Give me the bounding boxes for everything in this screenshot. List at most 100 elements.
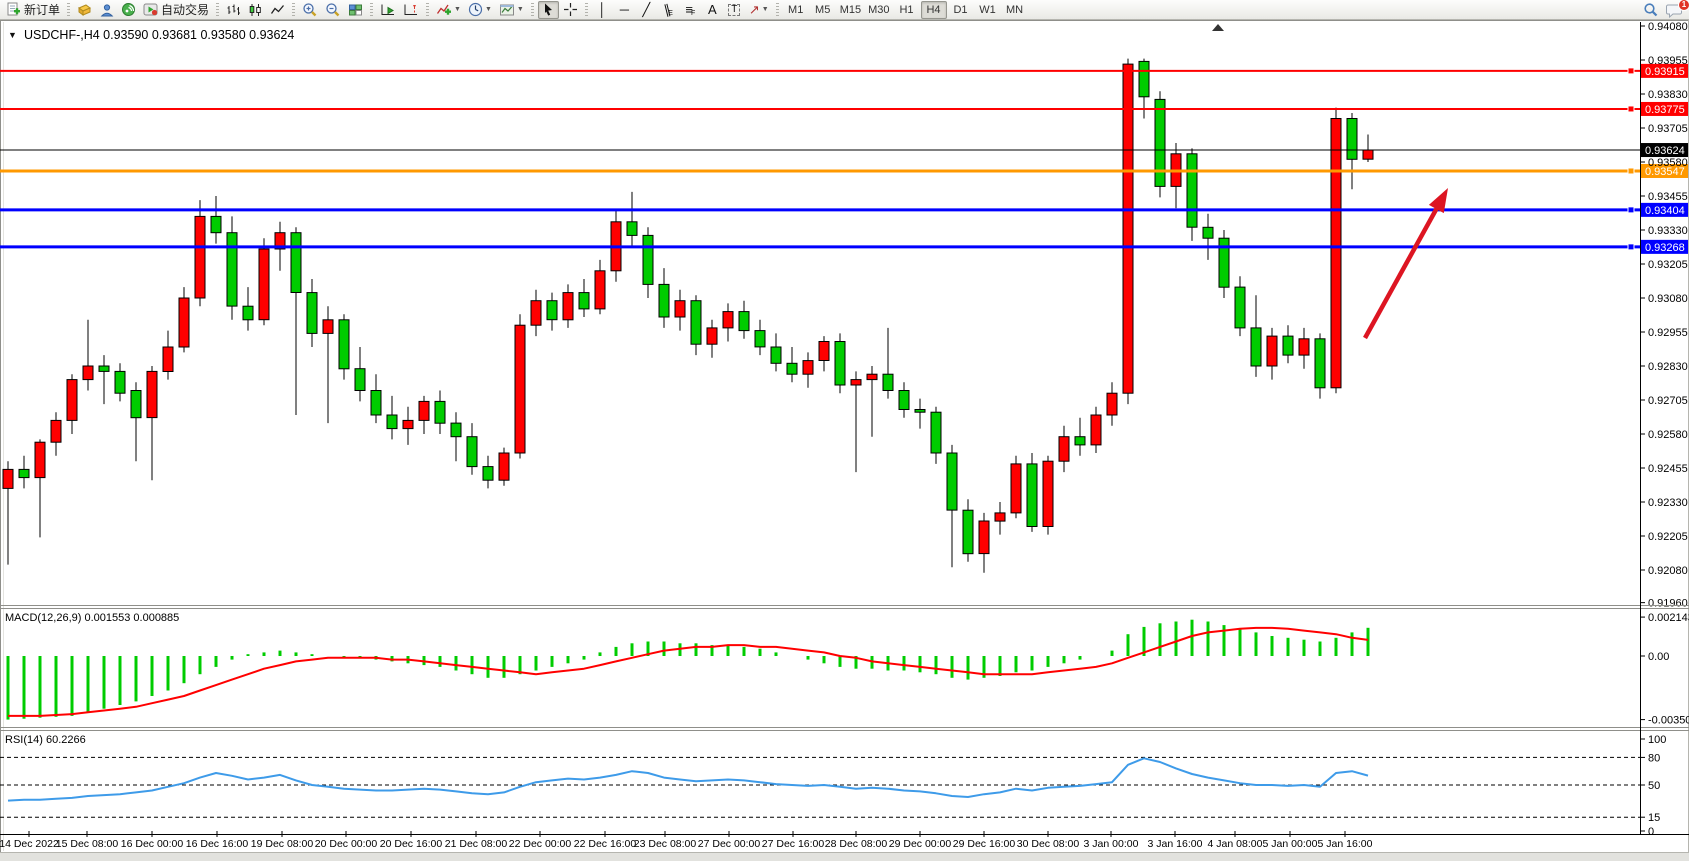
price-badge-label: 0.93775 [1645,104,1685,116]
candle-body [50,419,62,443]
toolbar-grip [530,3,534,16]
timeframe-d1-button[interactable]: D1 [953,3,968,16]
chart-shift-button[interactable] [400,1,422,19]
search-button[interactable] [1640,1,1662,19]
channel-tool-button[interactable]: ∥ E [658,1,679,19]
hline-handle[interactable] [1627,105,1635,113]
candle-body [818,341,830,361]
candle-body [1026,463,1038,527]
shapes-tool-button[interactable]: ↗ ▼ [746,1,772,19]
chart-candles-button[interactable] [245,1,266,19]
timeframe-m1-button[interactable]: M1 [788,3,804,16]
hline-handle[interactable] [1627,167,1635,175]
candle-body [242,305,254,321]
fibonacci-tool-button[interactable]: ≡ F [680,1,701,19]
chart-bars-button[interactable] [223,1,244,19]
timeframe-m5-button[interactable]: M5 [815,3,831,16]
signals-icon [122,3,136,16]
line-chart-icon [270,4,285,14]
candle-body [338,319,350,370]
chart-shift-marker[interactable] [1212,24,1224,31]
panel-separator-macd-rsi[interactable] [0,727,1689,731]
trendline-icon: ╱ [642,2,651,17]
zoom-out-button[interactable] [322,1,344,19]
trendline-tool-button[interactable]: ╱ [636,1,657,19]
trend-arrow-shaft[interactable] [1363,202,1442,340]
chart-line-button[interactable] [267,1,288,19]
hline-handle[interactable] [1627,243,1635,251]
axes-layer[interactable]: 0.94080 0.93955 0.93830 0.93705 0.93580 0.934… [0,21,1689,850]
text-tool-button[interactable]: A [702,1,723,19]
candle-body [1154,98,1166,187]
time-tick-label: 5 Jan 16:00 [1318,838,1373,850]
indicators-button[interactable]: ▼ [433,1,464,19]
quotes-button[interactable] [74,1,95,19]
candle-body [546,300,558,321]
chevron-down-icon: ▼ [454,6,461,13]
candle-body [802,360,814,375]
community-icon [100,3,113,16]
vertical-line-icon: │ [598,2,607,17]
chat-button[interactable]: 1 [1663,0,1689,19]
tile-windows-button[interactable] [345,1,366,19]
time-tick-label: 21 Dec 08:00 [445,838,508,850]
timeframe-h1-button[interactable]: H1 [899,3,914,16]
templates-button[interactable]: ▼ [496,1,527,19]
timeframe-mn-button[interactable]: MN [1005,3,1024,16]
hline-handle[interactable] [1627,206,1635,214]
signals-button[interactable] [118,1,139,19]
label-tool-button[interactable]: T [724,1,745,19]
candle-body [562,292,574,321]
toolbar-grip [775,3,779,16]
community-button[interactable] [96,1,117,19]
collapse-icon[interactable]: ▼ [8,30,17,40]
hline-handle[interactable] [1627,67,1635,75]
new-order-button[interactable]: 新订单 [3,1,63,19]
periods-button[interactable]: ▼ [465,1,495,19]
price-badge [1641,239,1688,254]
timeframe-h4-button[interactable]: H4 [920,0,947,19]
vline-tool-button[interactable]: │ [592,1,613,19]
autotrade-button[interactable]: 自动交易 [140,1,212,19]
cursor-button[interactable] [537,0,559,19]
arrow-annotation[interactable] [1363,188,1448,340]
panel-separator-main-macd[interactable] [0,605,1689,609]
candle-body [66,379,78,421]
time-tick-label: 3 Jan 16:00 [1148,838,1203,850]
zoom-in-button[interactable] [299,1,321,19]
time-tick-label: 28 Dec 08:00 [825,838,888,850]
candle-body [1218,237,1230,288]
time-tick-label: 29 Dec 16:00 [953,838,1016,850]
candle-body [514,324,526,454]
tile-windows-icon [349,4,363,15]
candle-body [850,379,862,386]
price-tick-label: 0.92205 [1648,531,1688,543]
candle-body [1362,149,1374,160]
notification-badge: 1 [1678,0,1689,11]
price-tick-label: 0.92580 [1648,429,1688,441]
auto-scroll-button[interactable] [377,1,399,19]
price-badge-label: 0.93915 [1645,66,1685,78]
horizontal-line-objects[interactable]: 0.93915 0.93775 0.93624 0.93547 0.93404 0.932… [0,63,1688,254]
candle-body [210,215,222,234]
chevron-down-icon: ▼ [516,6,524,13]
candle-body [946,452,958,511]
timeframe-m30-button[interactable]: M30 [868,3,890,16]
hline-tool-button[interactable]: ─ [614,1,635,19]
price-tick-label: 0.93330 [1648,225,1688,237]
time-tick-label: 3 Jan 00:00 [1084,838,1139,850]
candle-body [530,300,542,326]
timeframe-m15-button[interactable]: M15 [839,3,862,16]
time-tick-label: 20 Dec 16:00 [380,838,443,850]
new-order-icon [7,2,20,16]
candle-body [498,452,510,481]
trend-arrow-head[interactable] [1428,188,1448,214]
time-tick-label: 16 Dec 16:00 [186,838,249,850]
channel-icon: ∥ [662,1,672,18]
autotrade-icon [143,3,158,16]
candle-body [1058,436,1070,462]
timeframe-w1-button[interactable]: W1 [979,3,996,16]
crosshair-button[interactable] [560,1,581,19]
rsi-tick-label: 100 [1648,734,1666,746]
